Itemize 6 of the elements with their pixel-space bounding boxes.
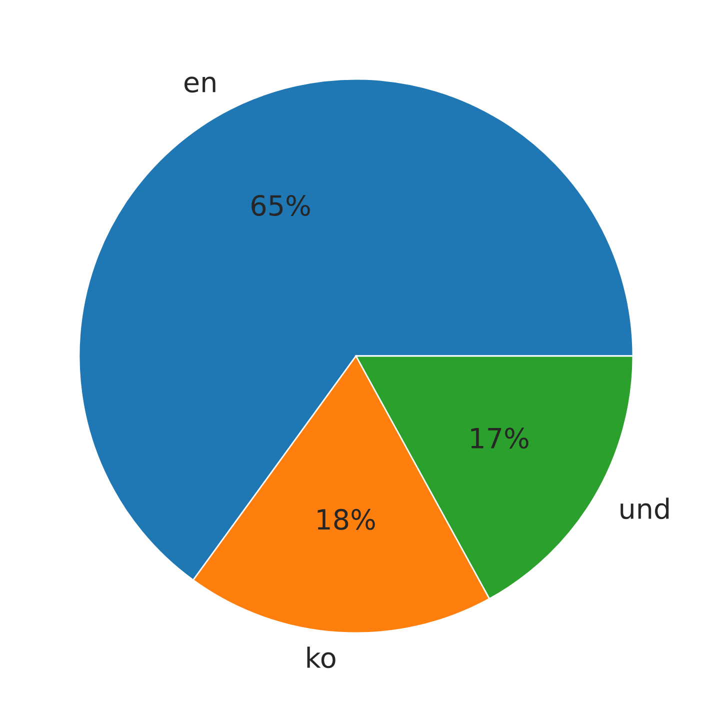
data-label: 17% [471,428,528,449]
slice-label: ko [307,646,336,668]
slice-label: en [184,76,216,93]
data-label: 18% [318,508,375,530]
data-label: 65% [252,194,310,216]
slice-label: und [620,498,669,520]
